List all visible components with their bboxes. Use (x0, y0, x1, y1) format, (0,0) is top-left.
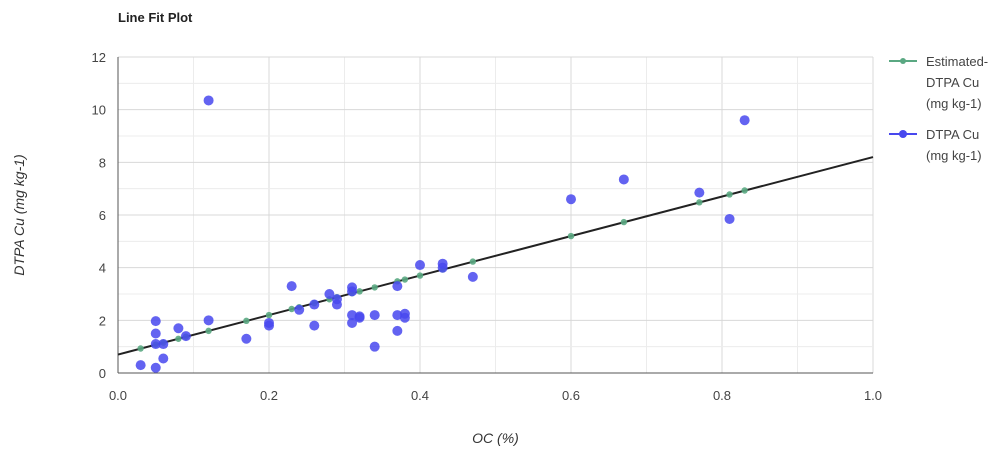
estimated-point (243, 317, 250, 325)
observed-point (437, 258, 448, 269)
observed-point (309, 299, 320, 310)
observed-point (158, 339, 169, 350)
estimated-point (371, 284, 378, 291)
legend-item[interactable]: Estimated- DTPA Cu (mg kg-1) (889, 54, 988, 111)
observed-point (180, 331, 191, 342)
observed-point (392, 325, 403, 336)
observed-point (331, 294, 342, 305)
estimated-point (401, 276, 409, 283)
x-tick-labels: 0.0 0.2 0.4 0.6 0.8 1.0 (109, 388, 882, 403)
estimated-point (469, 258, 477, 265)
estimated-point (175, 335, 182, 342)
estimated-point (356, 288, 363, 295)
y-tick-labels: 0 2 4 6 8 10 12 (92, 50, 106, 381)
y-tick-label: 8 (99, 155, 106, 170)
legend[interactable]: Estimated- DTPA Cu (mg kg-1) DTPA Cu (mg kg-… (889, 54, 988, 163)
legend-swatch-dot (899, 130, 907, 138)
observed-point (203, 315, 214, 326)
observed-point (694, 187, 705, 198)
legend-item[interactable]: DTPA Cu (mg kg-1) (889, 127, 982, 163)
observed-point (158, 353, 169, 364)
x-tick-label: 0.6 (562, 388, 580, 403)
observed-point (369, 310, 380, 321)
y-tick-label: 2 (99, 313, 106, 328)
observed-point (415, 260, 425, 271)
legend-label: (mg kg-1) (926, 96, 982, 111)
estimated-point (620, 218, 628, 226)
estimated-point (137, 345, 144, 352)
data-points (135, 95, 750, 373)
observed-point (135, 360, 146, 371)
observed-point (369, 341, 380, 352)
x-tick-label: 0.4 (411, 388, 429, 403)
x-tick-label: 0.2 (260, 388, 278, 403)
observed-point (241, 333, 252, 344)
estimated-point (726, 191, 733, 198)
estimated-point (741, 187, 748, 194)
legend-swatch-dot (900, 58, 906, 64)
observed-point (309, 320, 320, 331)
legend-label: Estimated- (926, 54, 988, 69)
chart-title: Line Fit Plot (118, 10, 193, 25)
legend-label: DTPA Cu (926, 127, 979, 142)
observed-point (566, 194, 576, 205)
estimated-point (265, 311, 273, 319)
y-tick-label: 0 (99, 366, 106, 381)
observed-point (203, 95, 214, 106)
x-tick-label: 1.0 (864, 388, 882, 403)
observed-point (392, 310, 403, 321)
y-tick-label: 6 (99, 208, 106, 223)
x-tick-label: 0.0 (109, 388, 127, 403)
legend-label: (mg kg-1) (926, 148, 982, 163)
observed-point (467, 271, 478, 282)
observed-point (264, 317, 274, 328)
observed-point (286, 281, 297, 292)
y-tick-label: 4 (99, 261, 106, 276)
observed-point (324, 289, 335, 299)
observed-point (399, 308, 410, 319)
estimated-point (416, 272, 424, 279)
observed-point (392, 281, 403, 292)
observed-point (150, 339, 161, 350)
observed-point (724, 213, 735, 224)
observed-point (354, 311, 365, 322)
x-axis-title: OC (%) (472, 430, 519, 446)
estimated-point (696, 199, 703, 206)
observed-point (150, 328, 161, 339)
legend-label: DTPA Cu (926, 75, 979, 90)
y-axis-title: DTPA Cu (mg kg-1) (11, 154, 27, 275)
observed-point (150, 362, 161, 373)
observed-point (347, 317, 358, 328)
y-tick-label: 10 (92, 103, 106, 118)
estimated-point (205, 327, 212, 335)
observed-point (294, 304, 305, 315)
observed-point (150, 316, 161, 327)
observed-point (347, 282, 358, 293)
x-tick-label: 0.8 (713, 388, 731, 403)
estimated-point (567, 232, 575, 240)
observed-point (618, 174, 629, 185)
estimated-point (288, 305, 295, 313)
observed-point (739, 115, 750, 126)
observed-point (347, 310, 358, 321)
y-tick-label: 12 (92, 50, 106, 65)
axes (117, 57, 873, 374)
observed-point (173, 323, 184, 334)
